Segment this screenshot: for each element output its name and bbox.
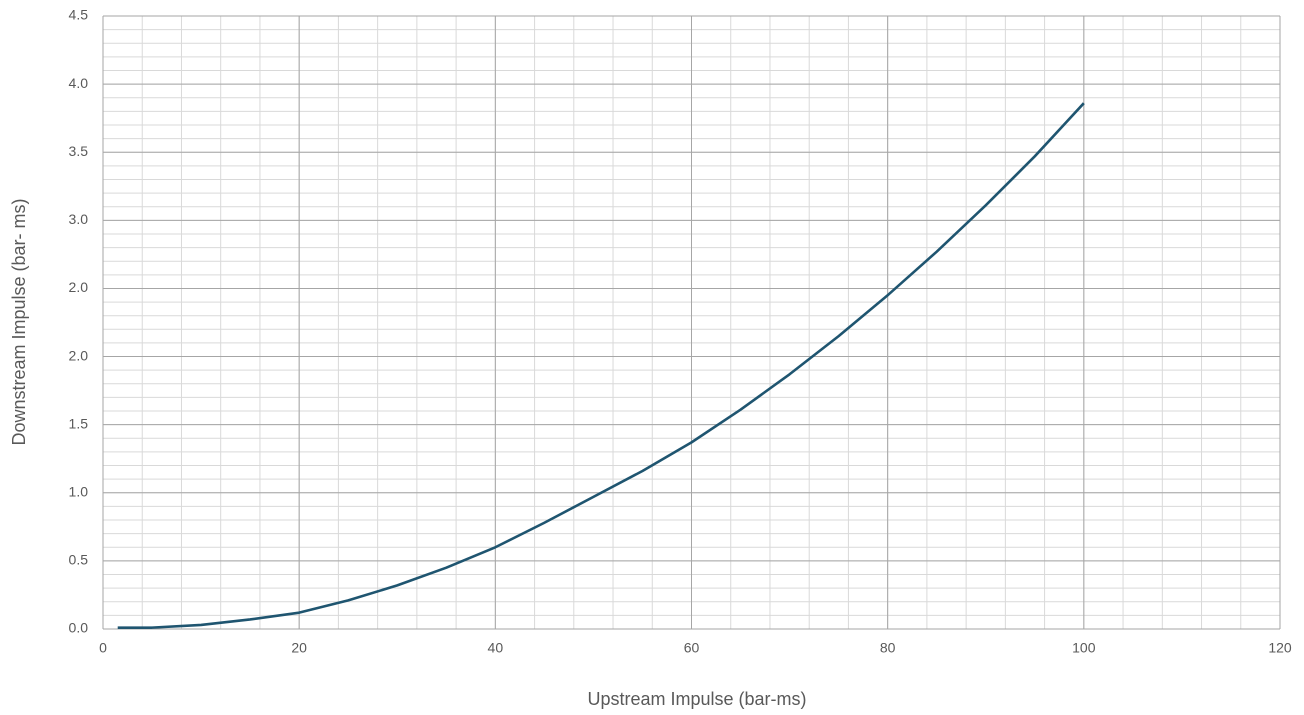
x-tick-label: 20 [291,640,307,656]
x-tick-label: 0 [99,640,107,656]
x-tick-label: 80 [880,640,896,656]
y-tick-label: 3.0 [69,211,89,227]
y-axis-title: Downstream Impulse (bar- ms) [9,198,29,445]
grid [102,15,1281,630]
y-tick-label: 2.0 [69,347,89,363]
x-tick-label: 60 [684,640,700,656]
y-tick-label: 3.5 [69,143,89,159]
y-tick-label: 1.5 [69,415,89,431]
x-tick-label: 40 [488,640,504,656]
y-tick-label: 4.0 [69,75,89,91]
x-axis-title: Upstream Impulse (bar-ms) [587,689,806,709]
y-tick-label: 2.0 [69,279,89,295]
y-tick-label: 0.0 [69,620,89,636]
x-tick-label: 120 [1268,640,1292,656]
line-series [117,102,1085,629]
y-tick-label: 4.5 [69,7,89,23]
y-tick-label: 1.0 [69,483,89,499]
x-tick-label: 100 [1072,640,1096,656]
y-tick-label: 0.5 [69,552,89,568]
